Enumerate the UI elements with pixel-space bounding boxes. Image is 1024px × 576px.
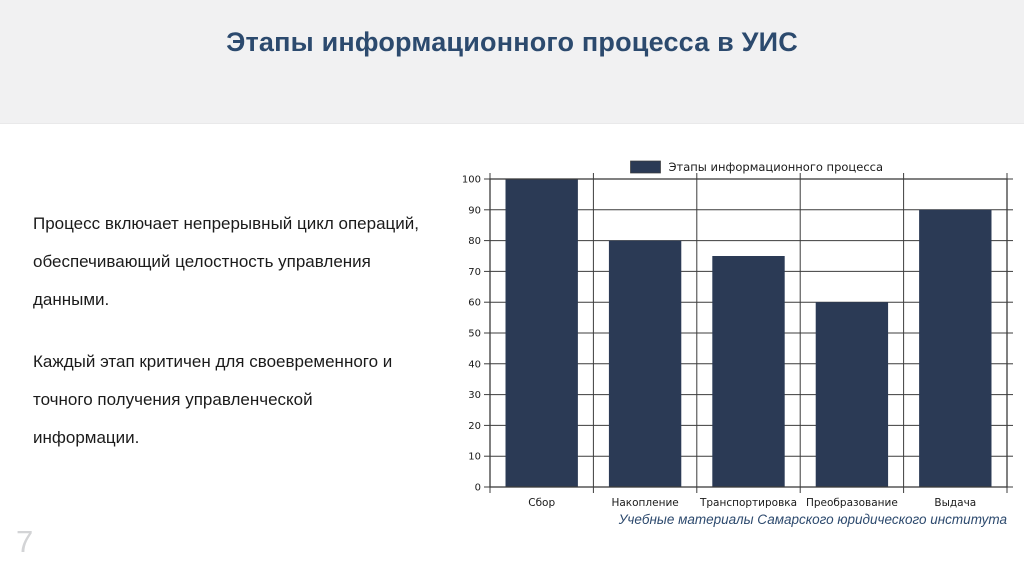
y-tick-label: 20 xyxy=(468,421,481,432)
bar-Транспортировка xyxy=(712,256,785,487)
y-tick-label: 40 xyxy=(468,359,481,370)
bar-Сбор xyxy=(505,179,578,487)
y-tick-label: 10 xyxy=(468,452,481,463)
y-tick-label: 70 xyxy=(468,267,481,278)
y-tick-label: 80 xyxy=(468,236,481,247)
body-paragraph-2: Каждый этап критичен для своевременного … xyxy=(33,352,393,447)
body-text-block: Процесс включает непрерывный цикл операц… xyxy=(33,205,473,457)
bar-chart: 0 10 20 30 40 50 60 70 80 90 100 Сбор Накопление Тран… xyxy=(462,160,1013,509)
bar-Накопление xyxy=(608,240,682,487)
x-category-label: Преобразование xyxy=(806,497,898,509)
title-band: Этапы информационного процесса в УИС xyxy=(0,0,1024,124)
bar-Преобразование xyxy=(815,302,889,487)
y-tick-label: 0 xyxy=(475,483,481,494)
body-paragraph-1: Процесс включает непрерывный цикл операц… xyxy=(33,214,419,309)
slide-title: Этапы информационного процесса в УИС xyxy=(226,27,798,57)
bar-Выдача xyxy=(919,209,992,488)
x-category-label: Сбор xyxy=(528,497,555,509)
y-tick-label: 100 xyxy=(462,175,481,186)
x-category-label: Накопление xyxy=(611,497,678,509)
legend-label: Этапы информационного процесса xyxy=(669,160,884,174)
page-number: 7 xyxy=(16,524,34,559)
legend-swatch xyxy=(630,160,661,174)
y-tick-label: 60 xyxy=(468,298,481,309)
caption: Учебные материалы Самарского юридическог… xyxy=(618,512,1007,527)
y-tick-label: 30 xyxy=(468,390,481,401)
x-category-label: Транспортировка xyxy=(699,497,797,509)
y-tick-label: 90 xyxy=(468,205,481,216)
y-tick-label: 50 xyxy=(468,329,481,340)
x-category-label: Выдача xyxy=(934,497,976,509)
